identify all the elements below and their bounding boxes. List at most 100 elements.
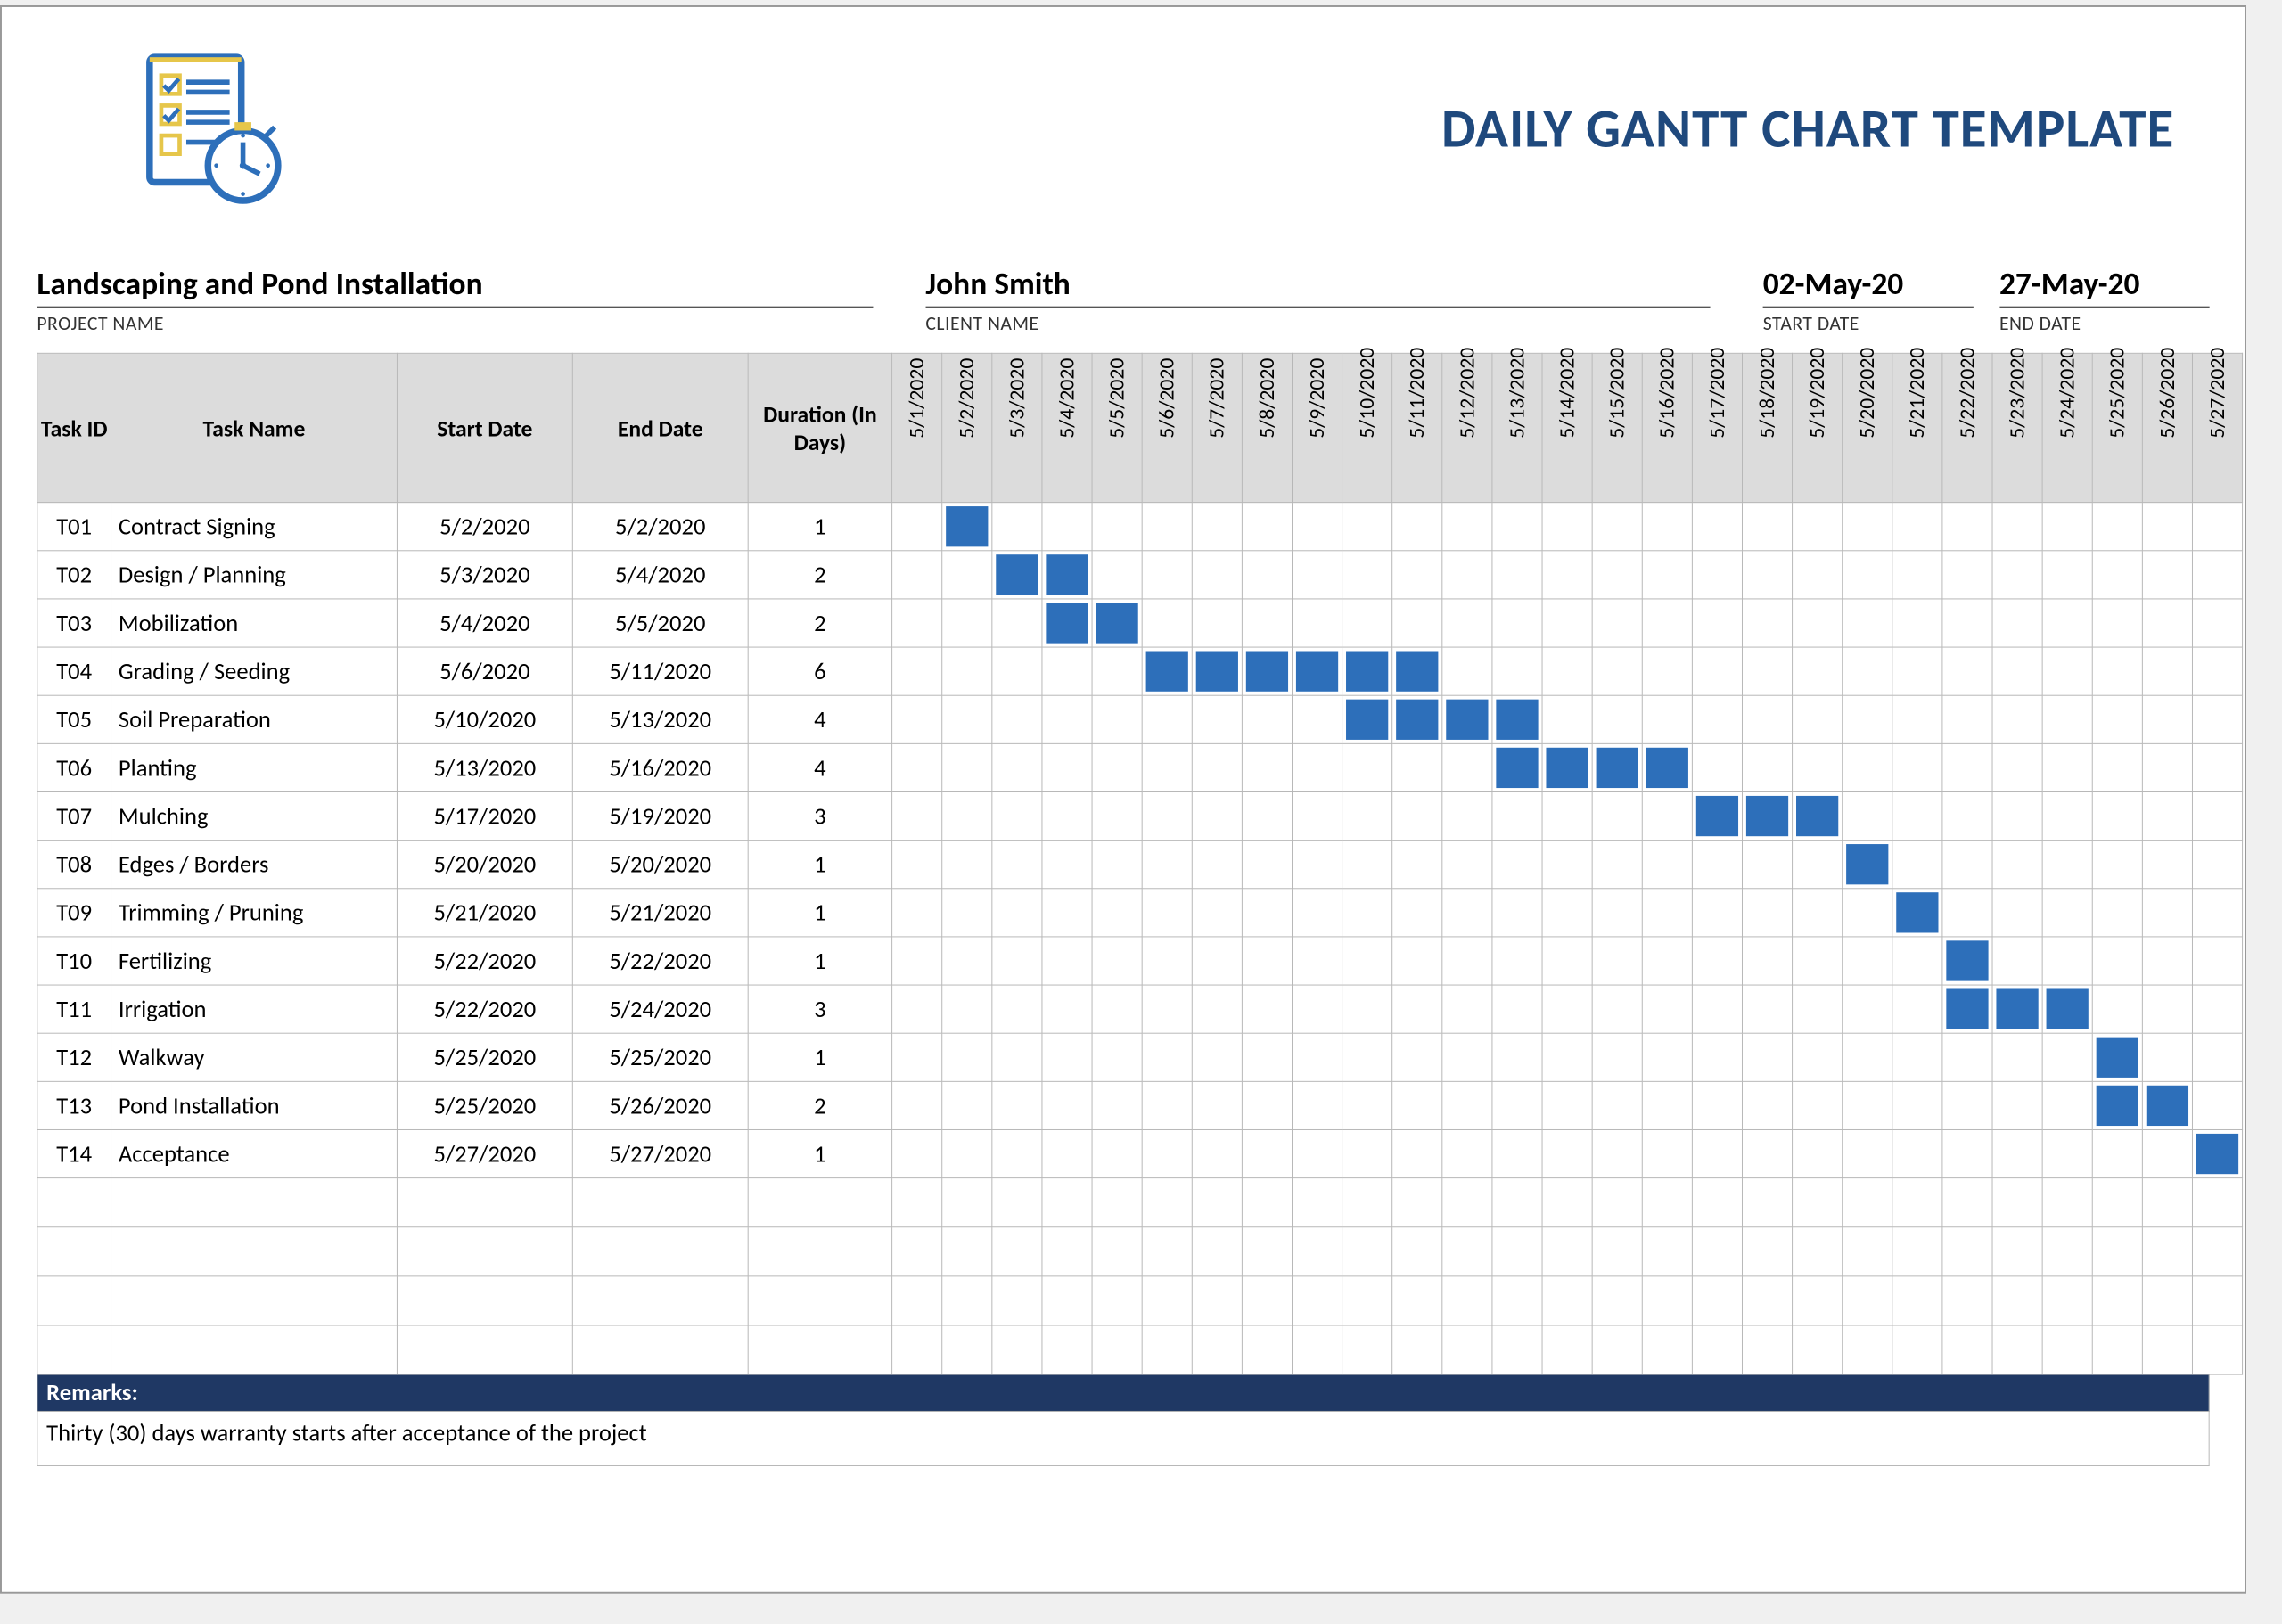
gantt-cell [1843,889,1892,937]
empty-cell [1392,1227,1442,1276]
gantt-cell [1542,1081,1592,1129]
empty-cell [1392,1325,1442,1374]
gantt-cell [2042,791,2092,840]
gantt-cell [1542,985,1592,1033]
gantt-cell [942,647,992,695]
cell-task-name: Soil Preparation [111,695,398,743]
cell-task-name: Trimming / Pruning [111,889,398,937]
empty-cell [1292,1276,1342,1325]
cell-duration: 1 [748,889,891,937]
gantt-cell [1692,503,1742,551]
empty-cell [1742,1227,1792,1276]
empty-cell [1292,1177,1342,1226]
empty-cell [1392,1177,1442,1226]
empty-cell [1042,1177,1092,1226]
cell-duration: 1 [748,1033,891,1081]
gantt-cell [1142,985,1192,1033]
gantt-cell [1092,791,1142,840]
gantt-cell [1142,743,1192,791]
empty-cell [1192,1227,1242,1276]
project-name-value: Landscaping and Pond Installation [37,262,873,308]
gantt-cell [1793,937,1843,985]
gantt-bar [1396,700,1438,740]
gantt-cell [1242,1033,1292,1081]
gantt-cell [1092,937,1142,985]
gantt-cell [1742,840,1792,888]
empty-cell [1342,1177,1392,1226]
gantt-cell [1592,695,1642,743]
gantt-cell [1242,1129,1292,1177]
gantt-cell [2142,551,2192,599]
gantt-cell [2192,889,2242,937]
gantt-cell [2192,599,2242,647]
cell-task-name: Planting [111,743,398,791]
gantt-cell [2142,791,2192,840]
end-date-label: END DATE [1999,308,2210,335]
gantt-cell [1992,985,2042,1033]
empty-cell [1242,1276,1292,1325]
gantt-cell [1992,937,2042,985]
gantt-cell [1492,503,1542,551]
empty-cell [1942,1177,1992,1226]
empty-cell [1992,1177,2042,1226]
empty-cell [37,1325,111,1374]
gantt-cell [2142,1129,2192,1177]
gantt-cell [1793,985,1843,1033]
gantt-cell [1392,840,1442,888]
table-row: T12Walkway5/25/20205/25/20201 [37,1033,2243,1081]
gantt-cell [1942,551,1992,599]
gantt-cell [1092,695,1142,743]
gantt-cell [1442,889,1492,937]
empty-cell [111,1276,398,1325]
empty-cell [2192,1227,2242,1276]
gantt-cell [1992,647,2042,695]
gantt-cell [1392,599,1442,647]
cell-duration: 3 [748,791,891,840]
gantt-cell [1642,1129,1692,1177]
gantt-cell [1292,599,1342,647]
gantt-cell [1442,937,1492,985]
gantt-cell [2192,1129,2242,1177]
gantt-cell [1092,647,1142,695]
gantt-cell [1342,889,1392,937]
gantt-cell [1592,599,1642,647]
empty-cell [1892,1177,1942,1226]
gantt-cell [1092,551,1142,599]
gantt-cell [1892,647,1942,695]
gantt-cell [1742,743,1792,791]
gantt-cell [992,937,1042,985]
start-date-label: START DATE [1763,308,1974,335]
gantt-cell [1442,985,1492,1033]
gantt-cell [1642,695,1692,743]
table-row: T11Irrigation5/22/20205/24/20203 [37,985,2243,1033]
cell-task-id: T08 [37,840,111,888]
gantt-cell [2192,1033,2242,1081]
gantt-cell [1092,1033,1142,1081]
col-date: 5/19/2020 [1793,353,1843,502]
gantt-cell [1742,1081,1792,1129]
gantt-cell [1942,1081,1992,1129]
gantt-cell [1843,695,1892,743]
empty-cell [397,1276,572,1325]
gantt-cell [992,695,1042,743]
gantt-cell [1892,791,1942,840]
empty-cell [572,1177,748,1226]
gantt-cell [2042,599,2092,647]
empty-cell [1742,1177,1792,1226]
gantt-cell [892,743,942,791]
gantt-cell [942,1081,992,1129]
cell-start-date: 5/21/2020 [397,889,572,937]
cell-task-name: Edges / Borders [111,840,398,888]
cell-end-date: 5/26/2020 [572,1081,748,1129]
gantt-cell [1442,1129,1492,1177]
client-name-label: CLIENT NAME [925,308,1710,335]
gantt-cell [1892,551,1942,599]
gantt-cell [1642,791,1692,840]
gantt-cell [1042,503,1092,551]
gantt-cell [1242,985,1292,1033]
gantt-cell [1843,743,1892,791]
gantt-cell [1492,1081,1542,1129]
gantt-cell [1342,840,1392,888]
cell-end-date: 5/11/2020 [572,647,748,695]
gantt-cell [2142,695,2192,743]
